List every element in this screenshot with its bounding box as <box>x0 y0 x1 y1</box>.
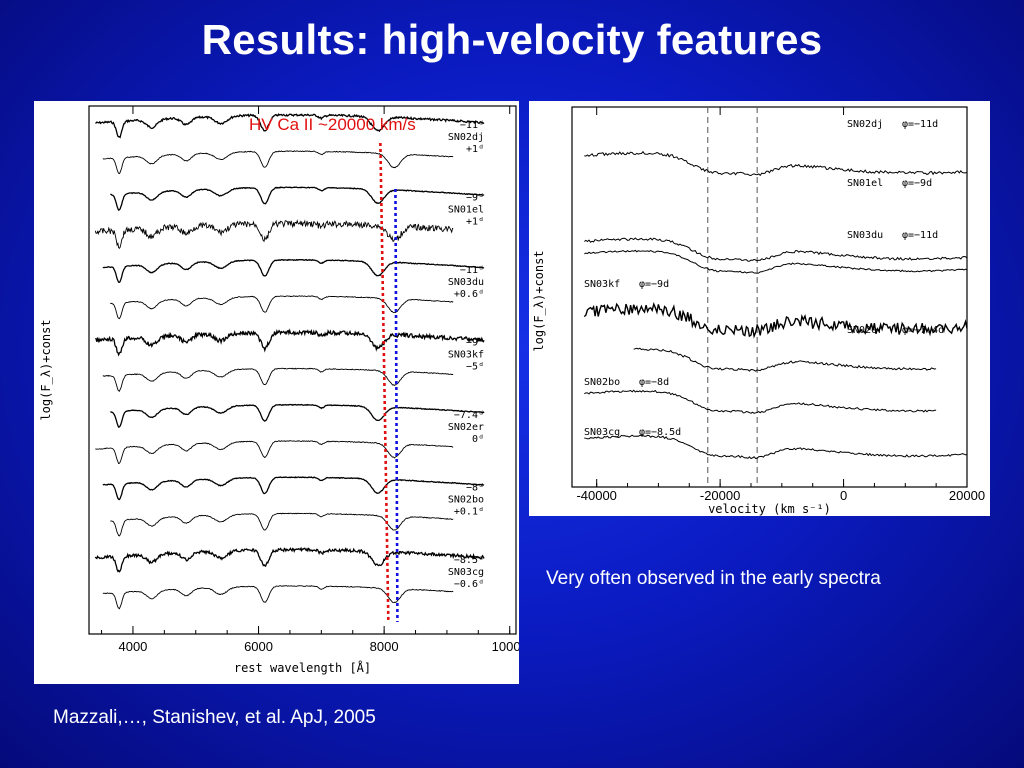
spectrum-phase-label: φ=−7.4d <box>902 325 944 336</box>
left-spectra-figure: 4000 6000 8000 10000 rest wavelength [Å] log(… <box>34 101 519 684</box>
spectrum-phase-label: φ=−11d <box>902 119 938 130</box>
spectrum-epoch-label: −5ᵈ <box>466 361 484 372</box>
spectrum-line <box>102 150 454 175</box>
spectrum-epoch-label: −7.4ᵈ <box>454 410 484 421</box>
spectrum-epoch-label: −8.5ᵈ <box>454 555 484 566</box>
spectrum-line <box>102 476 485 501</box>
spectrum-name-label: SN02dj <box>448 132 484 143</box>
spectrum-phase-label: φ=−11d <box>902 230 938 241</box>
spectrum-name-label: SN03du <box>448 277 484 288</box>
spectrum-line <box>95 440 454 465</box>
hv-annotation: HV Ca II ~20000 km/s <box>249 115 416 134</box>
rest-marker-line <box>394 188 399 623</box>
spectrum-epoch-label: −11ᵈ <box>460 265 484 276</box>
spectrum-line <box>94 219 454 249</box>
spectrum-line <box>102 585 454 610</box>
spectrum-line <box>584 249 968 274</box>
left-spectra-chart: 4000 6000 8000 10000 rest wavelength [Å] log(… <box>39 105 519 675</box>
spectrum-name-label: SN02dj <box>847 119 883 130</box>
spectrum-epoch-label: +0.6ᵈ <box>454 289 484 300</box>
spectrum-name-label: SN03kf <box>584 279 620 290</box>
x-axis-label: rest wavelength [Å] <box>234 660 371 675</box>
spectrum-line <box>633 347 937 372</box>
spectrum-name-label: SN02bo <box>448 494 484 505</box>
spectrum-line <box>110 512 454 537</box>
x-axis-label: velocity (km s⁻¹) <box>708 502 831 516</box>
spectrum-name-label: SN02er <box>847 325 883 336</box>
x-tick-label: 10000 <box>492 639 519 654</box>
x-tick-label: 20000 <box>949 488 985 503</box>
spectrum-epoch-label: −0.6ᵈ <box>454 579 484 590</box>
x-tick-label: 4000 <box>118 639 147 654</box>
spectrum-epoch-label: −9ᵈ <box>466 337 484 348</box>
spectrum-phase-label: φ=−9d <box>902 178 932 189</box>
spectrum-epoch-label: −9ᵈ <box>466 192 484 203</box>
spectrum-line <box>102 258 485 283</box>
x-tick-label: -40000 <box>576 488 616 503</box>
x-tick-label: 8000 <box>370 639 399 654</box>
spectrum-line <box>110 186 485 211</box>
spectrum-phase-label: φ=−8d <box>639 377 669 388</box>
plot-frame <box>88 105 517 635</box>
x-tick-label: 6000 <box>244 639 273 654</box>
spectrum-epoch-label: +1ᵈ <box>466 144 484 155</box>
spectrum-epoch-label: +1ᵈ <box>466 216 484 227</box>
spectrum-name-label: SN03cg <box>584 427 620 438</box>
spectrum-epoch-label: −11ᵈ <box>460 120 484 131</box>
spectrum-line <box>95 328 485 357</box>
spectrum-line <box>110 295 454 320</box>
x-tick-label: -20000 <box>700 488 740 503</box>
spectrum-line <box>95 112 485 139</box>
spectrum-epoch-label: 0ᵈ <box>472 434 484 445</box>
spectrum-epoch-label: +0.1ᵈ <box>454 506 484 517</box>
spectrum-name-label: SN03kf <box>448 349 484 360</box>
y-axis-label: log(F_λ)+const <box>532 250 546 351</box>
spectrum-name-label: SN03cg <box>448 567 484 578</box>
spectrum-line <box>584 434 968 460</box>
spectrum-name-label: SN03du <box>847 230 883 241</box>
slide-title: Results: high-velocity features <box>201 16 823 63</box>
spectrum-line <box>102 367 454 392</box>
spectrum-epoch-label: −8ᵈ <box>466 482 484 493</box>
plot-frame <box>571 106 968 488</box>
x-tick-label: 0 <box>840 488 847 503</box>
spectrum-phase-label: φ=−9d <box>639 279 669 290</box>
spectrum-name-label: SN02bo <box>584 377 620 388</box>
spectrum-line <box>583 301 968 339</box>
spectrum-line <box>584 150 968 177</box>
spectrum-phase-label: φ=−8.5d <box>639 427 681 438</box>
hv-marker-line <box>379 142 390 623</box>
spectrum-name-label: SN01el <box>847 178 883 189</box>
right-velocity-figure: -40000 -20000 0 20000 velocity (km s⁻¹) log(F… <box>529 101 990 516</box>
spectrum-line <box>110 403 485 428</box>
citation: Mazzali,…, Stanishev, et al. ApJ, 2005 <box>53 707 376 728</box>
spectrum-line <box>94 546 485 573</box>
spectrum-line <box>584 389 937 414</box>
spectrum-name-label: SN01el <box>448 204 484 215</box>
y-axis-label: log(F_λ)+const <box>39 319 53 420</box>
slide-note: Very often observed in the early spectra <box>546 568 881 589</box>
spectrum-name-label: SN02er <box>448 422 484 433</box>
right-velocity-chart: -40000 -20000 0 20000 velocity (km s⁻¹) log(F… <box>532 106 985 516</box>
spectrum-line <box>584 237 968 262</box>
